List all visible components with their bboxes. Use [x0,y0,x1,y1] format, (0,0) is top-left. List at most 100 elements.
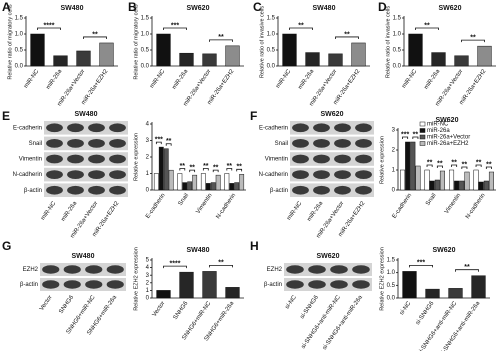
significance-label: ** [218,260,224,267]
blot-band [106,280,124,289]
bar [177,173,183,191]
bar [402,271,417,299]
blot-band [85,280,103,289]
blot-band [313,185,330,195]
blot-band [46,154,63,164]
y-tick-label: 1.0 [15,32,24,38]
x-tick-label: E-cadherin [145,193,167,220]
blot-row-label: E-cadherin [259,125,288,131]
bar [473,169,479,191]
bar [425,288,440,299]
y-tick-label: 0.5 [141,48,150,54]
y-tick-label: 0.0 [393,64,402,70]
blot-row-label: β-actin [264,282,282,288]
blot-band [109,185,126,195]
bar [351,42,366,67]
y-axis-label: Relative expression [379,136,385,184]
bar [76,50,91,67]
blot-band [330,280,348,289]
bar [156,33,171,67]
blot-band [308,280,326,289]
y-tick-label: 0.0 [267,64,276,70]
significance-bracket [412,136,419,139]
blot-band [292,123,309,133]
significance-label: *** [171,22,179,29]
bar [431,52,446,67]
blot-band [88,154,105,164]
blot-title: SW480 [72,253,95,260]
blot-row-label: β-actin [24,188,42,194]
bar [179,271,194,299]
blot-band [334,123,351,133]
blot-strip [44,167,128,182]
blot-lane-label: si-SNHG6 [300,294,321,320]
y-tick-label: 0.5 [15,48,24,54]
y-axis-label: Relative EZH2 expression [133,247,139,311]
significance-bracket [426,164,433,167]
bar [454,180,460,191]
blot-band [313,139,330,148]
panel-letter: E [2,109,10,123]
blot-band [355,139,372,148]
y-tick-label: 4 [146,265,150,271]
y-tick-label: 1.5 [387,258,396,264]
x-tick-label: miR-26a [46,68,64,91]
y-tick-label: 1.5 [393,16,402,22]
bar [182,182,188,191]
significance-label: ** [427,159,433,166]
panel-letter: F [250,109,257,123]
blot-band [63,280,81,289]
blot-lane-label: si-SNHG6+anti-miR-NC [301,294,343,350]
blot-band [88,139,105,148]
blot-row-label: Snail [275,141,288,147]
blot-band [334,139,351,148]
bar [179,52,194,67]
blot-row-label: EZH2 [267,267,283,273]
bar [200,173,206,191]
y-tick-label: 4 [146,122,150,128]
x-tick-label: E-cadherin [392,193,414,220]
bar [192,174,198,191]
x-tick-label: miR-26a [172,68,190,91]
y-tick-label: 0.0 [141,64,150,70]
y-tick-label: 0.5 [387,283,396,289]
blot-band [109,170,126,179]
bar [156,290,171,299]
significance-label: ** [462,161,468,168]
x-tick-label: si-SNHG6+anti-miR-26a [439,300,481,351]
legend-swatch [419,134,426,140]
blot-row-label: N-cadherin [13,172,42,178]
blot-band [109,154,126,164]
blot-band [286,280,304,289]
x-tick-label: Snail [425,193,438,207]
significance-bracket [212,169,219,173]
bar [483,180,489,191]
x-tick-label: miR-26a [424,68,442,91]
bar [400,169,406,191]
x-tick-label: N-cadherin [465,193,487,220]
significance-bracket [189,169,196,173]
significance-bracket [202,168,209,171]
y-tick-label: 0.0 [15,64,24,70]
bar [471,275,486,299]
blot-lane-label: si-NC [284,294,298,310]
panel-letter: H [250,239,259,253]
blot-band [42,280,60,289]
bar [454,55,469,67]
bar [229,183,235,191]
y-tick-label: 2 [392,148,396,154]
panel-letter: G [2,239,11,253]
bar [488,171,494,191]
significance-label: ** [413,131,419,138]
significance-bracket [402,136,409,139]
x-tick-label: si-SNHG6 [415,300,436,326]
y-tick-label: 3 [146,273,150,279]
blot-row-label: Snail [29,141,42,147]
significance-label: ** [476,159,482,166]
blot-band [85,265,103,274]
bar [202,53,217,67]
blot-strip [40,278,126,291]
bar [53,55,68,67]
bar [305,52,320,67]
chart-title: SW620 [439,5,462,12]
